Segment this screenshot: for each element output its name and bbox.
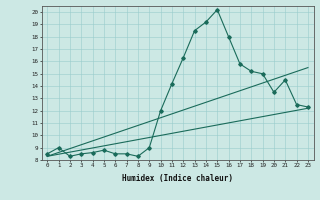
X-axis label: Humidex (Indice chaleur): Humidex (Indice chaleur) <box>122 174 233 183</box>
